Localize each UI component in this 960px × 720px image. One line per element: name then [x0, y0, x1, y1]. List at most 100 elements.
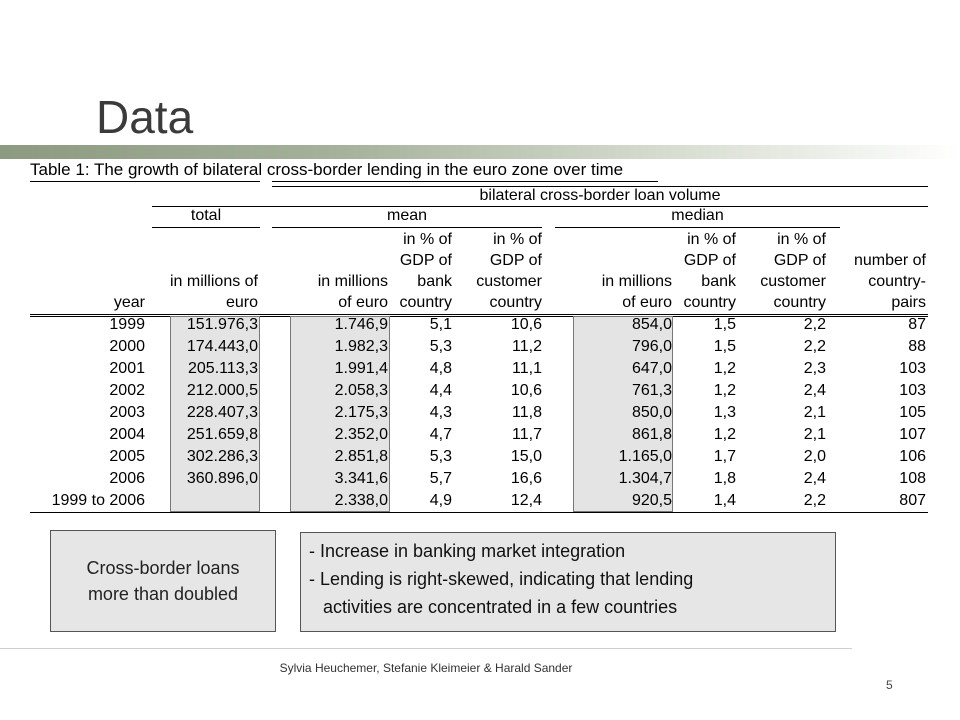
cell-median-customer: 2,3: [803, 360, 826, 377]
cell-median-customer: 2,2: [803, 338, 826, 355]
cell-pairs: 107: [899, 426, 926, 443]
shaded-column-total: [170, 316, 260, 512]
cell-mean-millions: 1.991,4: [334, 360, 388, 377]
cell-year: 2006: [109, 470, 145, 487]
cell-median-millions: 647,0: [631, 360, 672, 377]
callout-bullet: - Increase in banking market integration: [309, 541, 626, 561]
footer-authors: Sylvia Heuchemer, Stefanie Kleimeier & H…: [279, 661, 573, 675]
section-median-rule: [555, 227, 840, 228]
callout-left-line: more than doubled: [87, 584, 239, 604]
cell-mean-bank: 5,7: [429, 470, 452, 487]
col-header-line: in % of: [403, 231, 452, 248]
col-header-line: in millions: [317, 273, 388, 290]
col-header-line: bank: [417, 273, 452, 290]
section-mean: mean: [386, 207, 428, 224]
cell-mean-bank: 4,3: [429, 404, 452, 421]
cell-mean-customer: 15,0: [510, 448, 542, 465]
col-header-line: GDP of: [773, 252, 826, 269]
cell-total: 228.407,3: [186, 404, 258, 421]
cell-median-millions: 1.304,7: [618, 470, 672, 487]
cell-mean-customer: 10,6: [510, 316, 542, 333]
col-header-line: in % of: [687, 231, 736, 248]
cell-year: 1999: [109, 316, 145, 333]
page-number: 5: [886, 678, 893, 692]
cell-mean-bank: 4,7: [429, 426, 452, 443]
cell-mean-bank: 4,4: [429, 382, 452, 399]
cell-median-bank: 1,2: [713, 360, 736, 377]
slide-title: Data: [96, 91, 194, 143]
cell-median-customer: 2,0: [803, 448, 826, 465]
shaded-column-mean: [290, 316, 390, 512]
shaded-column-median: [573, 316, 673, 512]
cell-mean-millions: 2.352,0: [334, 426, 388, 443]
cell-mean-customer: 12,4: [510, 492, 542, 509]
cell-year: 1999 to 2006: [51, 492, 145, 509]
col-header-line: GDP of: [683, 252, 736, 269]
callout-left-line: Cross-border loans: [86, 558, 240, 578]
col-header-line: GDP of: [399, 252, 452, 269]
cell-total: 174.443,0: [186, 338, 258, 355]
col-header-line: in % of: [493, 231, 542, 248]
col-header-line: in % of: [777, 231, 826, 248]
col-header-line: pairs: [891, 294, 926, 311]
cell-median-bank: 1,5: [713, 338, 736, 355]
cell-year: 2004: [109, 426, 145, 443]
cell-median-customer: 2,4: [803, 470, 826, 487]
cell-median-bank: 1,8: [713, 470, 736, 487]
cell-mean-bank: 5,3: [429, 338, 452, 355]
cell-mean-millions: 3.341,6: [334, 470, 388, 487]
cell-mean-bank: 5,3: [429, 448, 452, 465]
cell-year: 2001: [109, 360, 145, 377]
cell-mean-millions: 2.338,0: [334, 492, 388, 509]
cell-median-customer: 2,2: [803, 316, 826, 333]
header-bottom-rule: [30, 314, 928, 317]
cell-mean-millions: 2.851,8: [334, 448, 388, 465]
cell-median-customer: 2,1: [803, 404, 826, 421]
caption-underline-right: [272, 181, 658, 182]
callout-left: Cross-border loans more than doubled: [50, 530, 276, 632]
cell-median-bank: 1,2: [713, 382, 736, 399]
col-header-line: bank: [701, 273, 736, 290]
cell-median-millions: 854,0: [631, 316, 672, 333]
cell-total: 302.286,3: [186, 448, 258, 465]
cell-mean-millions: 1.746,9: [334, 316, 388, 333]
section-total-rule: [152, 227, 260, 228]
table-top-rule: [272, 186, 928, 187]
section-median: median: [671, 207, 724, 224]
cell-median-bank: 1,4: [713, 492, 736, 509]
caption-underline-left: [30, 181, 260, 182]
col-header-line: country: [683, 294, 736, 311]
cell-mean-millions: 2.058,3: [334, 382, 388, 399]
cell-median-customer: 2,1: [803, 426, 826, 443]
cell-mean-customer: 16,6: [510, 470, 542, 487]
callout-bullet: activities are concentrated in a few cou…: [323, 597, 678, 617]
col-header-line: of euro: [338, 294, 388, 311]
cell-mean-customer: 11,2: [512, 338, 542, 355]
cell-median-customer: 2,2: [803, 492, 826, 509]
title-accent-bar: [0, 145, 960, 159]
col-header-line: in millions: [601, 273, 672, 290]
cell-median-millions: 796,0: [631, 338, 672, 355]
cell-median-millions: 920,5: [631, 492, 672, 509]
cell-pairs: 108: [899, 470, 926, 487]
cell-mean-customer: 11,7: [512, 426, 542, 443]
col-header-line: euro: [225, 294, 258, 311]
footer-divider: [0, 648, 852, 649]
cell-total: 360.896,0: [186, 470, 258, 487]
cell-year: 2000: [109, 338, 145, 355]
col-header-line: number of: [853, 252, 926, 269]
col-header-line: country: [489, 294, 542, 311]
cell-median-millions: 861,8: [631, 426, 672, 443]
cell-median-bank: 1,3: [713, 404, 736, 421]
cell-total: 151.976,3: [186, 316, 258, 333]
cell-median-millions: 1.165,0: [618, 448, 672, 465]
cell-mean-customer: 11,8: [512, 404, 542, 421]
group-header-rule: [152, 206, 928, 207]
cell-mean-customer: 11,1: [512, 360, 542, 377]
cell-year: 2003: [109, 404, 145, 421]
col-header-line: customer: [760, 273, 826, 290]
cell-year: 2005: [109, 448, 145, 465]
cell-pairs: 87: [908, 316, 926, 333]
col-header-line: customer: [476, 273, 542, 290]
cell-median-bank: 1,7: [713, 448, 736, 465]
